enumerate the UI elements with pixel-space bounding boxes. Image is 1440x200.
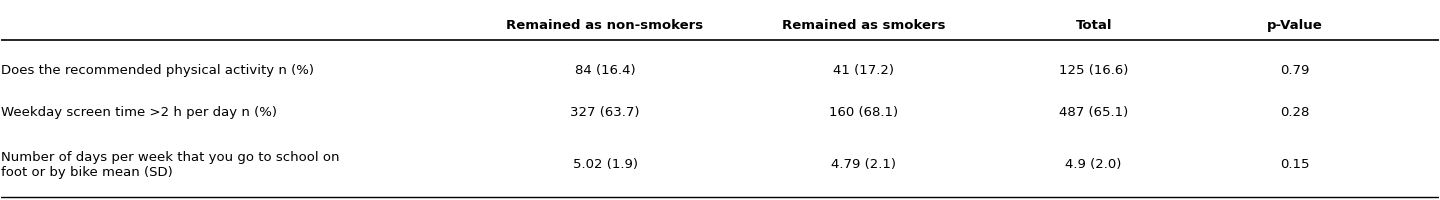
Text: 4.79 (2.1): 4.79 (2.1) (831, 158, 896, 171)
Text: 327 (63.7): 327 (63.7) (570, 105, 639, 118)
Text: Remained as non-smokers: Remained as non-smokers (507, 19, 704, 32)
Text: 84 (16.4): 84 (16.4) (575, 64, 635, 77)
Text: Total: Total (1076, 19, 1112, 32)
Text: 125 (16.6): 125 (16.6) (1058, 64, 1129, 77)
Text: 487 (65.1): 487 (65.1) (1058, 105, 1129, 118)
Text: Weekday screen time >2 h per day n (%): Weekday screen time >2 h per day n (%) (1, 105, 278, 118)
Text: 4.9 (2.0): 4.9 (2.0) (1066, 158, 1122, 171)
Text: 160 (68.1): 160 (68.1) (829, 105, 899, 118)
Text: 0.15: 0.15 (1280, 158, 1309, 171)
Text: Number of days per week that you go to school on
foot or by bike mean (SD): Number of days per week that you go to s… (1, 150, 340, 178)
Text: 0.28: 0.28 (1280, 105, 1309, 118)
Text: p-Value: p-Value (1267, 19, 1323, 32)
Text: Does the recommended physical activity n (%): Does the recommended physical activity n… (1, 64, 314, 77)
Text: 5.02 (1.9): 5.02 (1.9) (573, 158, 638, 171)
Text: 0.79: 0.79 (1280, 64, 1309, 77)
Text: 41 (17.2): 41 (17.2) (834, 64, 894, 77)
Text: Remained as smokers: Remained as smokers (782, 19, 946, 32)
